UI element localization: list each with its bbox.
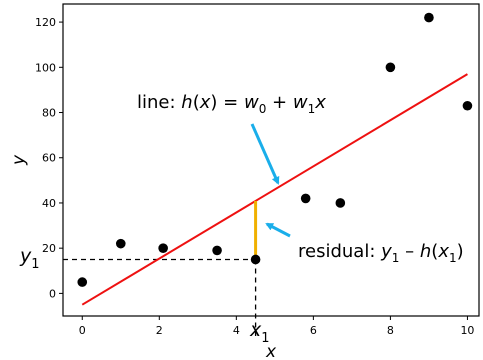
x-tick-label: 0 xyxy=(79,324,86,337)
y-tick-label: 40 xyxy=(42,197,56,210)
data-point xyxy=(115,238,126,249)
line-annotation: line: h(x) = w0 + w1x xyxy=(137,92,326,116)
x-tick-label: 8 xyxy=(387,324,394,337)
data-point xyxy=(424,12,434,23)
x-axis-label: x xyxy=(265,342,277,360)
data-point xyxy=(300,193,311,204)
x1-label: x1 xyxy=(249,319,270,346)
data-point xyxy=(212,245,222,256)
residual-annotation: residual: y1 – h(x1) xyxy=(298,241,464,265)
y-tick-label: 80 xyxy=(42,107,56,120)
y-tick-label: 100 xyxy=(35,61,56,74)
residual-annotation-arrow xyxy=(265,222,291,238)
y-tick-label: 60 xyxy=(42,152,56,165)
data-point xyxy=(250,254,261,265)
guide-layer xyxy=(63,258,257,336)
data-point xyxy=(158,243,168,253)
data-point xyxy=(385,62,396,73)
plot-frame xyxy=(62,3,480,317)
fit-line-layer xyxy=(81,73,468,306)
y-tick-label: 120 xyxy=(35,16,56,29)
y-tick-label: 20 xyxy=(42,242,56,255)
y-axis-label: y xyxy=(9,154,29,166)
x-tick-label: 6 xyxy=(310,324,317,337)
data-point xyxy=(335,198,346,208)
x-tick-label: 4 xyxy=(233,324,240,337)
data-point xyxy=(77,277,88,287)
line-annotation-arrow xyxy=(250,123,280,185)
fit-line xyxy=(81,73,468,306)
points-layer xyxy=(77,12,473,287)
y-tick-label: 0 xyxy=(49,287,56,300)
data-point xyxy=(462,100,473,111)
x-tick-label: 10 xyxy=(460,324,474,337)
x-tick-label: 2 xyxy=(156,324,163,337)
y1-label: y1 xyxy=(19,245,40,272)
